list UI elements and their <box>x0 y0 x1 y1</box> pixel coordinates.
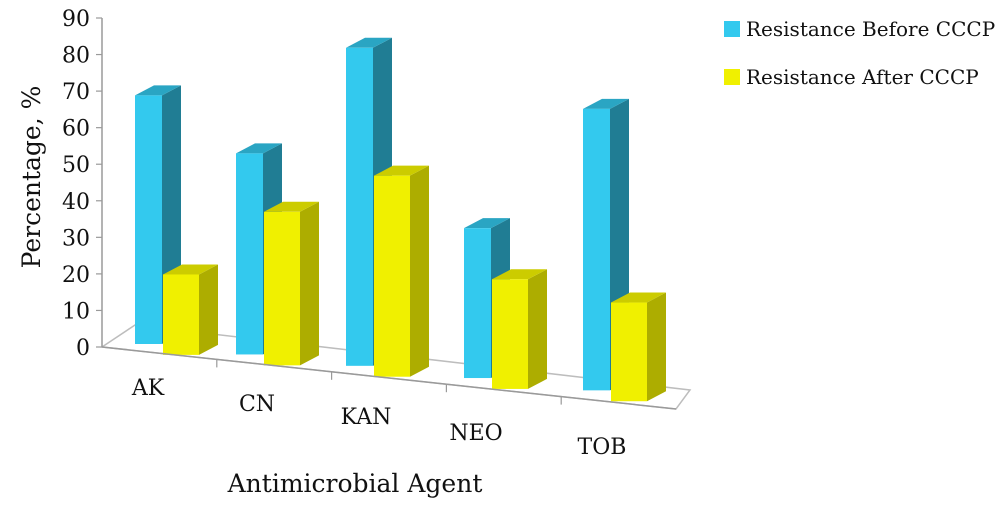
bar-top-face <box>492 269 547 280</box>
bar-top-face <box>163 264 218 275</box>
bar-tob-after <box>611 292 666 402</box>
legend: Resistance Before CCCP Resistance After C… <box>724 17 995 89</box>
x-category-label: TOB <box>578 435 627 460</box>
bar-top-face <box>346 37 392 48</box>
x-category-label: KAN <box>341 405 392 430</box>
bar-front-face <box>135 95 162 344</box>
x-category-label: AK <box>131 376 165 401</box>
legend-label: Resistance Before CCCP <box>746 17 995 41</box>
bar-top-face <box>611 292 666 303</box>
bar-front-face <box>346 47 373 366</box>
bar-front-face <box>611 302 647 402</box>
bar-side-face <box>199 264 218 355</box>
bar-top-face <box>264 201 319 212</box>
y-tick-label: 60 <box>62 117 90 142</box>
bar-kan-after <box>374 165 429 377</box>
x-axis: AK CN KAN NEO TOB <box>101 346 677 460</box>
y-tick-label: 20 <box>62 263 90 288</box>
y-tick-label: 80 <box>62 44 90 69</box>
x-category-label: NEO <box>449 421 502 446</box>
bar-front-face <box>492 279 528 389</box>
bar-side-face <box>410 165 429 377</box>
bar-neo-after <box>492 269 547 389</box>
bar-front-face <box>464 228 491 379</box>
bar-side-face <box>647 292 666 402</box>
bars-group <box>135 37 666 402</box>
legend-swatch <box>724 21 740 37</box>
bar-front-face <box>374 175 410 377</box>
bar-side-face <box>300 201 319 366</box>
y-tick-label: 90 <box>62 7 90 32</box>
bar-front-face <box>583 108 610 391</box>
bar-top-face <box>583 98 629 109</box>
legend-label: Resistance After CCCP <box>746 65 979 89</box>
bar-top-face <box>374 165 429 176</box>
bar-cn-after <box>264 201 319 366</box>
y-tick-label: 30 <box>62 226 90 251</box>
x-category-label: CN <box>239 392 275 417</box>
bar-front-face <box>264 211 300 366</box>
bar-top-face <box>236 143 282 154</box>
bar-side-face <box>528 269 547 389</box>
y-tick-label: 40 <box>62 190 90 215</box>
y-tick-label: 10 <box>62 299 90 324</box>
y-tick-label: 0 <box>76 336 90 361</box>
legend-swatch <box>724 69 740 85</box>
bar-top-face <box>135 85 181 96</box>
bar-ak-after <box>163 264 218 355</box>
bar-front-face <box>236 153 263 355</box>
y-axis-title: Percentage, % <box>17 86 46 269</box>
y-axis: 0 10 20 30 40 50 60 70 80 90 <box>62 7 103 361</box>
x-axis-line <box>101 346 677 410</box>
x-axis-title: Antimicrobial Agent <box>227 469 483 498</box>
bar-front-face <box>163 274 199 355</box>
y-tick-label: 70 <box>62 80 90 105</box>
bar-top-face <box>464 218 510 229</box>
y-tick-label: 50 <box>62 153 90 178</box>
